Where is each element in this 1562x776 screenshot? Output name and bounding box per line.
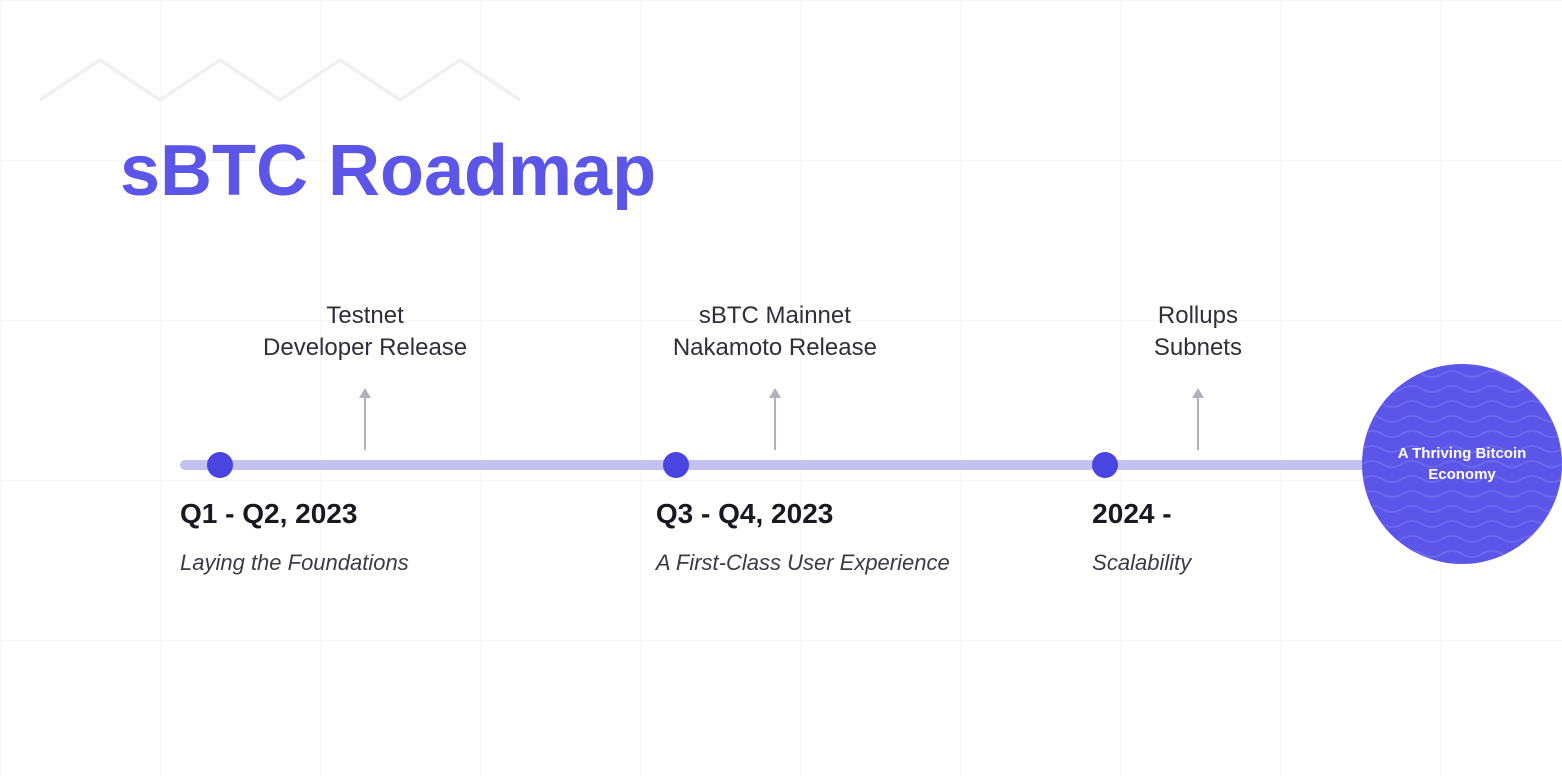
milestone-top-label-3: Rollups Subnets	[1038, 300, 1358, 365]
milestone-bottom-label-2: Q3 - Q4, 2023 A First-Class User Experie…	[656, 498, 1036, 576]
milestone-top-line1: Rollups	[1158, 302, 1238, 329]
milestone-top-line2: Subnets	[1154, 334, 1242, 361]
milestone-top-line1: sBTC Mainnet	[699, 302, 851, 329]
timeline-line	[180, 460, 1502, 470]
milestone-top-line1: Testnet	[326, 302, 403, 329]
milestone-top-label-1: Testnet Developer Release	[205, 300, 525, 365]
roadmap-container: sBTC Roadmap Testnet Developer Release Q…	[0, 0, 1562, 776]
milestone-bottom-label-1: Q1 - Q2, 2023 Laying the Foundations	[180, 498, 560, 576]
milestone-dot-1	[207, 452, 233, 478]
milestone-top-label-2: sBTC Mainnet Nakamoto Release	[615, 300, 935, 365]
milestone-arrow-3	[1197, 392, 1199, 450]
page-title: sBTC Roadmap	[120, 130, 656, 212]
goal-circle: A Thriving Bitcoin Economy	[1362, 364, 1562, 564]
goal-text: A Thriving Bitcoin Economy	[1362, 443, 1562, 485]
milestone-period: Q1 - Q2, 2023	[180, 498, 560, 530]
milestone-arrow-2	[774, 392, 776, 450]
milestone-period: Q3 - Q4, 2023	[656, 498, 1036, 530]
milestone-dot-3	[1092, 452, 1118, 478]
milestone-subtitle: A First-Class User Experience	[656, 550, 1036, 576]
milestone-dot-2	[663, 452, 689, 478]
milestone-top-line2: Developer Release	[263, 334, 467, 361]
milestone-top-line2: Nakamoto Release	[673, 334, 877, 361]
milestone-subtitle: Laying the Foundations	[180, 550, 560, 576]
milestone-arrow-1	[364, 392, 366, 450]
